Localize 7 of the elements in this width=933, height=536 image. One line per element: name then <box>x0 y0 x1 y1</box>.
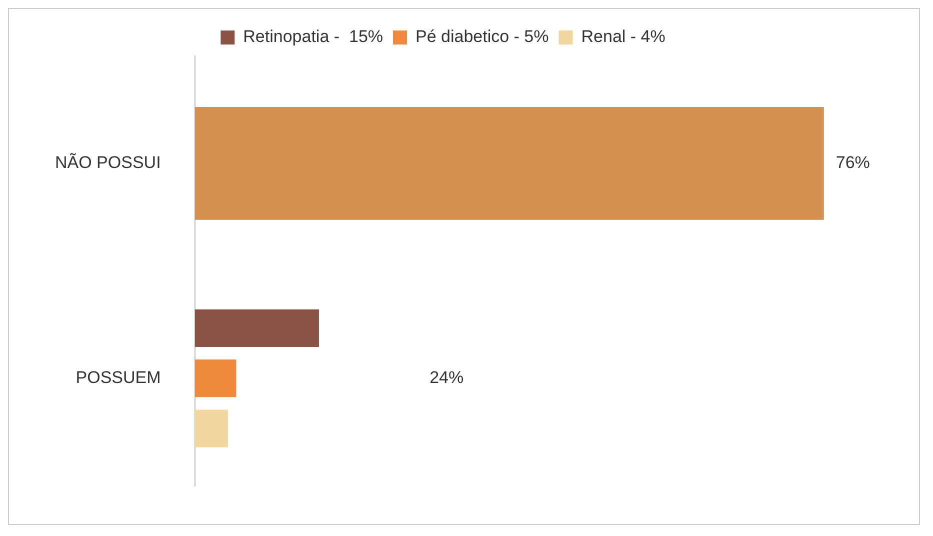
legend-label: Retinopatia - 15% <box>243 27 384 46</box>
y-tick-label: POSSUEM <box>76 368 161 388</box>
y-tick-label: NÃO POSSUI <box>54 153 161 172</box>
annotation: 24% <box>430 368 464 388</box>
data-label: 76% <box>836 153 870 172</box>
legend-label: Pé diabetico - 5% <box>416 27 549 46</box>
legend-label: Renal - 4% <box>581 27 666 46</box>
